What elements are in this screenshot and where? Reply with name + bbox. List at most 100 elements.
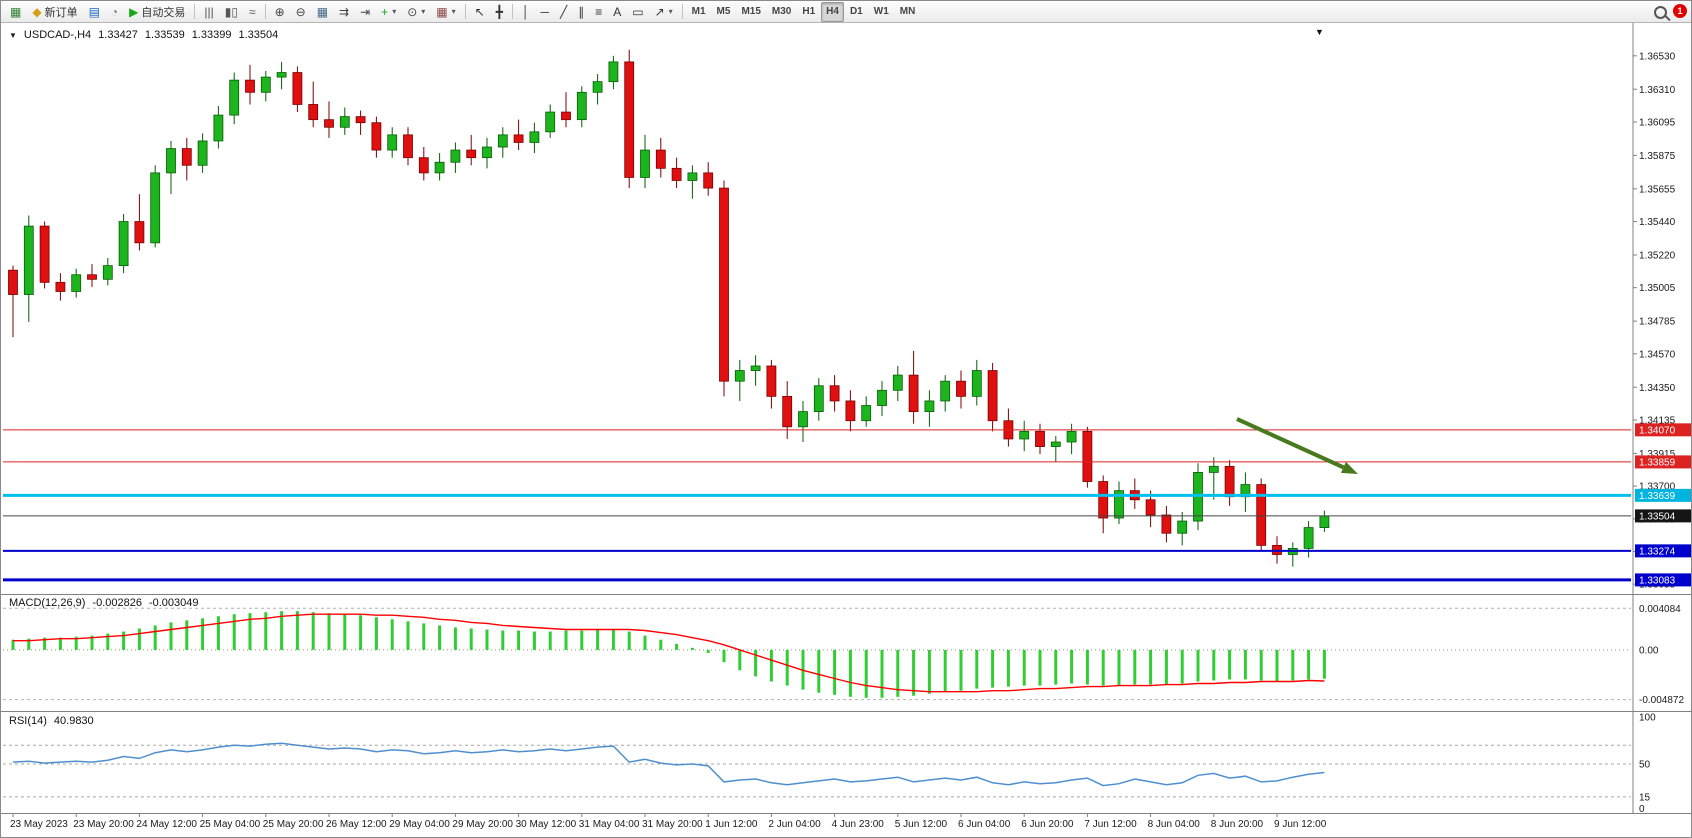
- candle-body: [892, 374, 903, 391]
- new-chart-button[interactable]: ▦: [5, 2, 26, 22]
- candle-body: [1035, 430, 1045, 447]
- price-badge: [1635, 455, 1691, 469]
- macd-scale-label: 0.00: [1639, 645, 1659, 656]
- tf-m1-button[interactable]: M1: [687, 2, 711, 22]
- chart-candles-button[interactable]: ▮▯: [220, 2, 243, 22]
- trendline-button[interactable]: ╱: [555, 2, 572, 22]
- trend-arrow-head[interactable]: [1340, 461, 1358, 474]
- tf-m30-button[interactable]: M30: [767, 2, 796, 22]
- cursor-button[interactable]: ↖: [470, 2, 490, 22]
- candle-body: [213, 114, 224, 142]
- candle-body: [1114, 490, 1124, 519]
- auto-trading-button[interactable]: ▶ 自动交易: [124, 2, 190, 22]
- candle-body: [166, 148, 176, 174]
- candle-body: [339, 116, 350, 128]
- horizontal-line-button[interactable]: ─: [535, 2, 554, 22]
- tf-h1-button[interactable]: H1: [797, 2, 820, 22]
- new-order-button[interactable]: ◆ 新订单: [27, 2, 82, 22]
- templates-button[interactable]: ▦ ▾: [431, 2, 460, 22]
- tile-windows-button[interactable]: ▦: [312, 2, 333, 22]
- text-label-button[interactable]: ▭: [627, 2, 648, 22]
- zoom-in-button[interactable]: ⊕: [270, 2, 290, 22]
- candle-body: [545, 111, 556, 133]
- candle-body: [260, 76, 271, 93]
- chart-shift-button[interactable]: ⇥: [355, 2, 375, 22]
- candle-body: [908, 374, 919, 412]
- indicators-button[interactable]: + ▾: [376, 2, 401, 22]
- price-badge-label: 1.33083: [1639, 575, 1676, 586]
- candle-body: [292, 72, 303, 105]
- candle-body: [276, 72, 287, 78]
- tf-m5-button[interactable]: M5: [712, 2, 736, 22]
- candle-body: [1050, 441, 1061, 447]
- candle-body: [1145, 499, 1156, 516]
- price-badge: [1635, 509, 1691, 523]
- candle-body: [719, 187, 729, 382]
- crosshair-button[interactable]: ╋: [491, 2, 508, 22]
- candle-body: [1019, 430, 1030, 440]
- price-tick-label: 1.36530: [1639, 51, 1676, 62]
- collapse-chart-icon[interactable]: ▼: [9, 30, 17, 40]
- vertical-line-icon: │: [521, 4, 530, 19]
- candle-body: [640, 149, 650, 178]
- candle-body: [245, 79, 255, 93]
- crosshair-icon: ╋: [495, 4, 503, 19]
- candle-body: [134, 221, 145, 244]
- chart-window[interactable]: ▼ 1.36530 1.36310 1.36095 1.35875 1.35655 1.35…: [1, 23, 1692, 838]
- candle-body: [71, 274, 82, 292]
- text-button[interactable]: A: [608, 2, 626, 22]
- chart-canvas[interactable]: ▼ 1.36530 1.36310 1.36095 1.35875 1.35655 1.35…: [1, 23, 1692, 838]
- price-tick-label: 1.35875: [1639, 151, 1676, 162]
- zoom-out-button[interactable]: ⊖: [291, 2, 311, 22]
- chart-line-button[interactable]: ≈: [244, 2, 261, 22]
- candle-body: [197, 140, 208, 166]
- time-axis-label: 29 May 20:00: [452, 819, 513, 830]
- candle-body: [23, 225, 34, 295]
- chart-bars-button[interactable]: |||: [199, 2, 218, 22]
- rsi-scale-label: 100: [1639, 713, 1656, 724]
- candle-body: [403, 134, 413, 159]
- chart-top-marker-icon: ▼: [1315, 27, 1324, 37]
- candle-body: [1161, 514, 1172, 534]
- refresh-button[interactable]: ◔: [106, 2, 123, 22]
- time-axis-label: 23 May 2023: [10, 819, 68, 830]
- candle-body: [813, 385, 824, 412]
- tf-mn-button[interactable]: MN: [895, 2, 921, 22]
- tf-w1-label: W1: [873, 6, 889, 17]
- fibonacci-button[interactable]: ≡: [590, 2, 607, 22]
- tf-h4-button[interactable]: H4: [821, 1, 844, 22]
- tf-d1-button[interactable]: D1: [845, 2, 868, 22]
- equidistant-channel-button[interactable]: ∥: [573, 2, 589, 22]
- arrows-button[interactable]: ↗ ▾: [650, 2, 678, 22]
- refresh-icon: ◔: [110, 4, 119, 19]
- tf-m30-label: M30: [771, 6, 792, 17]
- tf-w1-button[interactable]: W1: [869, 2, 894, 22]
- vertical-line-button[interactable]: │: [517, 2, 535, 22]
- candle-body: [55, 281, 66, 292]
- trend-arrow-line[interactable]: [1236, 417, 1345, 470]
- market-watch-button[interactable]: ▤: [84, 2, 105, 22]
- candle-body: [1208, 465, 1219, 473]
- price-tick-label: 1.33700: [1639, 482, 1676, 493]
- candle-body: [608, 61, 619, 83]
- candle-body: [1098, 481, 1109, 519]
- candle-body: [671, 167, 682, 181]
- candle-body: [1177, 520, 1188, 534]
- macd-scale-label: -0.004872: [1639, 695, 1684, 706]
- time-axis-label: 6 Jun 04:00: [958, 819, 1011, 830]
- candle-body: [1066, 430, 1077, 443]
- search-icon[interactable]: [1654, 6, 1667, 19]
- auto-scroll-button[interactable]: ⇉: [334, 2, 354, 22]
- price-badge: [1635, 544, 1691, 558]
- new-chart-icon: ▦: [10, 4, 22, 19]
- candle-body: [750, 365, 761, 371]
- tf-m15-button[interactable]: M15: [736, 2, 765, 22]
- new-order-icon: ◆: [32, 4, 42, 19]
- time-axis-label: 9 Jun 12:00: [1274, 819, 1327, 830]
- notification-badge[interactable]: 1: [1673, 4, 1687, 18]
- candle-body: [418, 157, 429, 174]
- periods-button[interactable]: ⊙ ▾: [402, 2, 430, 22]
- time-axis-label: 8 Jun 04:00: [1148, 819, 1201, 830]
- candle-body: [371, 122, 382, 151]
